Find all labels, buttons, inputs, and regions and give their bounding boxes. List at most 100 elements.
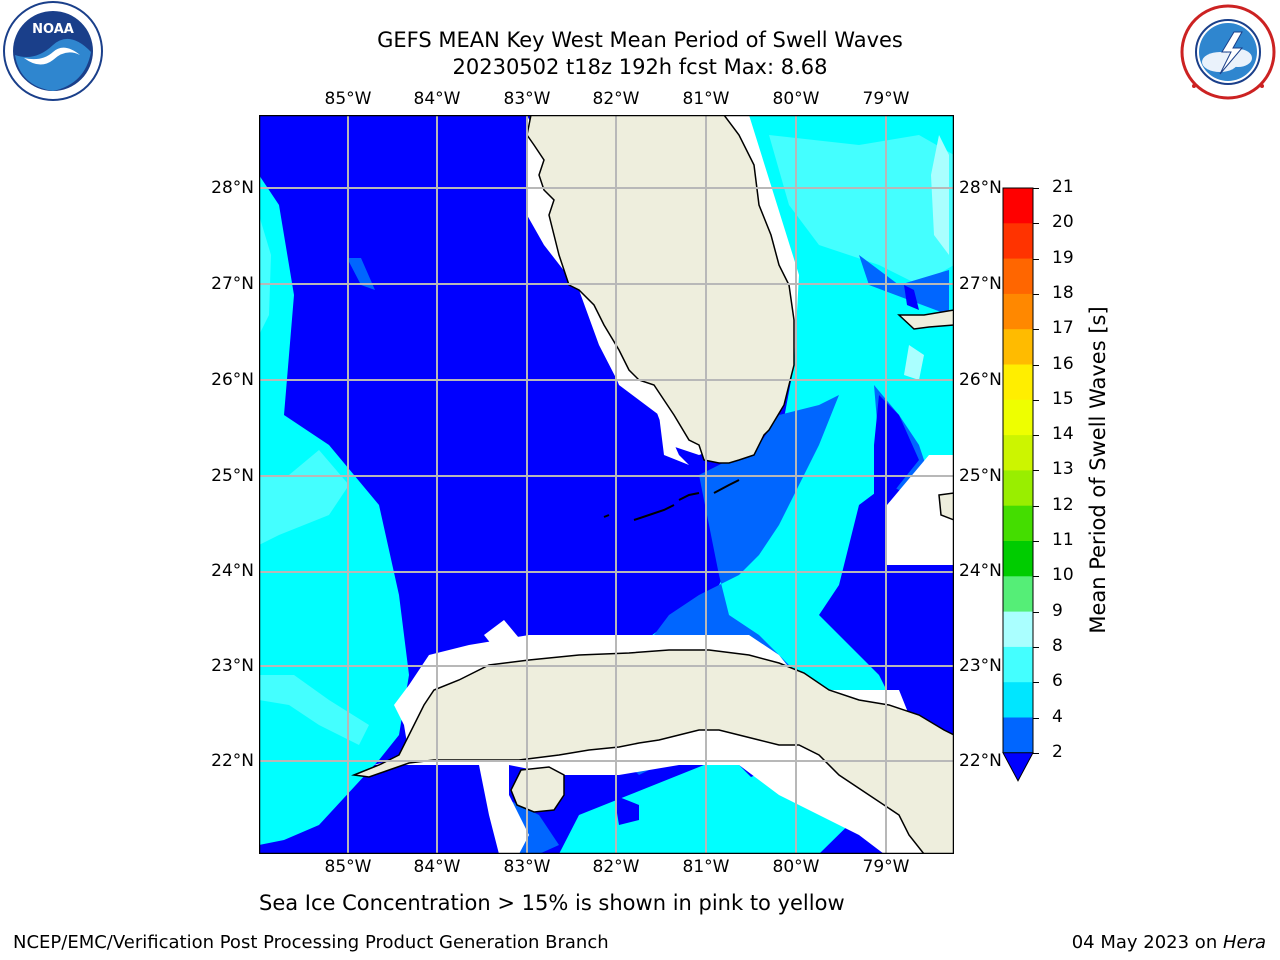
colorbar-bin <box>1003 646 1033 683</box>
lat-label-left: 24°N <box>211 561 254 581</box>
lat-label-right: 23°N <box>959 656 1002 676</box>
colorbar-tick-label: 16 <box>1052 353 1074 374</box>
colorbar-bin <box>1003 188 1033 224</box>
colorbar-tick-mark <box>1033 399 1039 401</box>
lon-label-top: 79°W <box>862 89 910 109</box>
colorbar-tick-label: 4 <box>1052 706 1063 727</box>
lat-label-right: 26°N <box>959 370 1002 390</box>
colorbar-tick-label: 10 <box>1052 565 1074 586</box>
colorbar-bin <box>1003 329 1033 365</box>
chart-title-line2: 20230502 t18z 192h fcst Max: 8.68 <box>452 55 828 79</box>
lat-label-left: 22°N <box>211 751 254 771</box>
colorbar-bin <box>1003 223 1033 260</box>
lon-label-top: 84°W <box>413 89 461 109</box>
lon-label-bottom: 83°W <box>503 857 551 877</box>
footer-date: 04 May 2023 on Hera <box>1072 932 1266 953</box>
colorbar-tick-mark <box>1033 293 1039 295</box>
swell-contour-under2 <box>869 395 919 565</box>
lat-label-left: 26°N <box>211 370 254 390</box>
lat-label-left: 23°N <box>211 656 254 676</box>
colorbar-tick-mark <box>1033 329 1039 331</box>
swell-contour-under2 <box>614 795 639 825</box>
lon-label-top: 80°W <box>772 89 820 109</box>
colorbar-bin <box>1003 717 1033 754</box>
no-data-area <box>484 620 529 660</box>
colorbar-bin <box>1003 399 1033 436</box>
colorbar-label: Mean Period of Swell Waves [s] <box>1086 306 1110 634</box>
land-keys <box>603 479 740 521</box>
colorbar-bin <box>1003 435 1033 471</box>
chart-title-line1: GEFS MEAN Key West Mean Period of Swell … <box>377 28 903 52</box>
land-bahamas <box>897 309 954 330</box>
colorbar-tick-mark <box>1033 223 1039 225</box>
swell-contour-6-8 <box>259 450 349 545</box>
lon-label-top: 83°W <box>503 89 551 109</box>
colorbar-tick-mark <box>1033 611 1039 613</box>
colorbar <box>1002 187 1034 782</box>
swell-contour-under2 <box>904 285 919 310</box>
colorbar-bin <box>1003 364 1033 401</box>
land-florida <box>526 115 795 464</box>
colorbar-tick-mark <box>1033 541 1039 542</box>
colorbar-tick-label: 13 <box>1052 459 1074 480</box>
colorbar-tick-label: 11 <box>1052 530 1074 550</box>
colorbar-tick-mark <box>1033 576 1039 578</box>
lat-label-right: 24°N <box>959 561 1002 581</box>
colorbar-tick-label: 17 <box>1052 318 1074 339</box>
land-cuba <box>351 649 954 854</box>
swell-contour-4-6 <box>559 755 819 854</box>
colorbar-tick-label: 18 <box>1052 282 1074 303</box>
colorbar-tick-label: 9 <box>1052 600 1063 621</box>
lat-label-right: 28°N <box>959 178 1002 198</box>
swell-contour-8-9 <box>904 345 924 380</box>
swell-contour-6-8 <box>259 675 369 745</box>
lon-label-top: 85°W <box>324 89 372 109</box>
colorbar-bin <box>1003 541 1033 577</box>
colorbar-tick-label: 20 <box>1052 212 1074 233</box>
footer-machine: Hera <box>1222 932 1266 953</box>
colorbar-bin <box>1003 505 1033 542</box>
lon-label-bottom: 84°W <box>413 857 461 877</box>
swell-contour-6-8 <box>259 215 271 335</box>
colorbar-tick-mark <box>1033 470 1039 472</box>
lat-label-left: 27°N <box>211 274 254 294</box>
lat-label-right: 27°N <box>959 274 1002 294</box>
colorbar-bin <box>1003 576 1033 613</box>
colorbar-tick-label: 15 <box>1052 388 1074 409</box>
colorbar-tick-mark <box>1033 258 1039 260</box>
colorbar-bin <box>1003 682 1033 718</box>
colorbar-bin <box>1003 470 1033 507</box>
lon-label-bottom: 80°W <box>772 857 820 877</box>
noaa-logo-icon: NOAA <box>3 1 103 101</box>
colorbar-tick-mark <box>1033 682 1039 684</box>
colorbar-tick-label: 21 <box>1052 177 1074 197</box>
colorbar-tick-mark <box>1033 364 1039 366</box>
lon-label-bottom: 82°W <box>592 857 640 877</box>
land-andros <box>938 492 954 521</box>
lon-label-bottom: 85°W <box>324 857 372 877</box>
lon-label-top: 82°W <box>592 89 640 109</box>
footer-credit: NCEP/EMC/Verification Post Processing Pr… <box>13 932 609 953</box>
noaa-logo-text: NOAA <box>32 22 74 37</box>
land-isle-of-youth <box>510 766 565 813</box>
lon-label-bottom: 79°W <box>862 857 910 877</box>
map-panel <box>259 115 954 854</box>
swell-contour-6-8 <box>769 135 954 285</box>
colorbar-bin <box>1003 611 1033 648</box>
footer-date-text: 04 May 2023 on <box>1071 932 1223 953</box>
colorbar-tick-label: 19 <box>1052 247 1074 268</box>
colorbar-under-triangle <box>1002 752 1034 782</box>
lat-label-right: 22°N <box>959 751 1002 771</box>
colorbar-tick-mark <box>1033 188 1039 189</box>
colorbar-tick-label: 6 <box>1052 671 1063 692</box>
no-data-area <box>887 455 954 565</box>
map-gridlines <box>259 115 954 854</box>
colorbar-bin <box>1003 293 1033 330</box>
colorbar-tick-mark <box>1033 752 1039 754</box>
colorbar-tick-mark <box>1033 717 1039 719</box>
colorbar-tick-label: 8 <box>1052 635 1063 656</box>
colorbar-tick-label: 12 <box>1052 494 1074 515</box>
swell-contour-8-9 <box>931 135 949 255</box>
lat-label-right: 25°N <box>959 466 1002 486</box>
map-frame <box>259 115 954 854</box>
